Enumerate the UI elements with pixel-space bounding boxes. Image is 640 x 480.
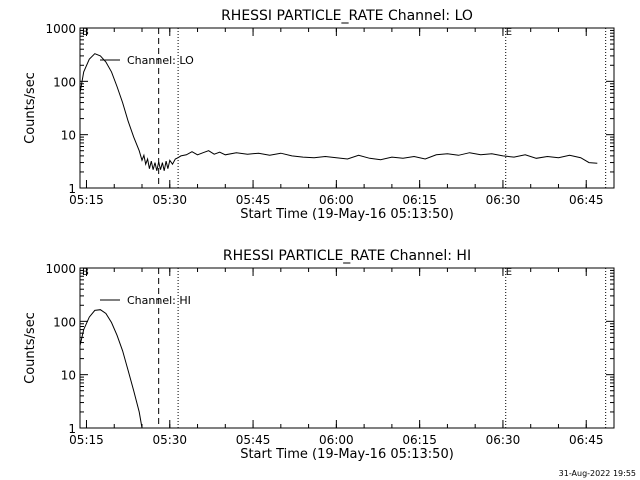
chart-title: RHESSI PARTICLE_RATE Channel: HI <box>223 248 471 264</box>
marker-e: E <box>506 267 512 278</box>
x-tick-label: 05:45 <box>236 193 271 207</box>
y-tick-label: 1 <box>68 422 76 436</box>
x-tick-label: 06:15 <box>402 193 437 207</box>
legend-label: Channel: LO <box>127 54 194 67</box>
x-tick-label: 06:30 <box>486 193 521 207</box>
marker-b: B <box>82 267 89 278</box>
y-axis-label: Counts/sec <box>23 312 38 384</box>
x-tick-label: 06:45 <box>569 193 604 207</box>
x-tick-label: 05:30 <box>152 193 187 207</box>
x-tick-label: 05:15 <box>69 433 104 447</box>
y-tick-label: 1 <box>68 182 76 196</box>
y-tick-label: 10 <box>61 369 76 383</box>
x-tick-label: 06:00 <box>319 193 354 207</box>
y-tick-label: 1000 <box>45 22 76 36</box>
x-tick-label: 05:15 <box>69 193 104 207</box>
marker-e: E <box>506 27 512 38</box>
footer-timestamp: 31-Aug-2022 19:55 <box>559 469 636 478</box>
y-tick-label: 10 <box>61 129 76 143</box>
x-axis-label: Start Time (19-May-16 05:13:50) <box>240 207 454 222</box>
x-tick-label: 05:30 <box>152 433 187 447</box>
series-line <box>80 53 598 171</box>
chart-title: RHESSI PARTICLE_RATE Channel: LO <box>221 8 473 24</box>
series-line <box>80 309 143 428</box>
y-tick-label: 100 <box>53 75 76 89</box>
x-tick-label: 06:00 <box>319 433 354 447</box>
marker-b: B <box>82 27 89 38</box>
x-axis-label: Start Time (19-May-16 05:13:50) <box>240 447 454 462</box>
y-tick-label: 1000 <box>45 262 76 276</box>
y-axis-label: Counts/sec <box>23 72 38 144</box>
x-tick-label: 06:15 <box>402 433 437 447</box>
y-tick-label: 100 <box>53 315 76 329</box>
x-tick-label: 06:30 <box>486 433 521 447</box>
legend-label: Channel: HI <box>127 294 191 307</box>
plot-frame <box>79 267 615 429</box>
chart-panels: RHESSI PARTICLE_RATE Channel: LO11010010… <box>23 8 615 462</box>
plot-frame <box>79 27 615 189</box>
panel-2: RHESSI PARTICLE_RATE Channel: HI 1 10 100 10… <box>23 248 615 462</box>
panel-1: RHESSI PARTICLE_RATE Channel: LO 1 10 100 10… <box>23 8 615 222</box>
x-tick-label: 06:45 <box>569 433 604 447</box>
x-tick-label: 05:45 <box>236 433 271 447</box>
